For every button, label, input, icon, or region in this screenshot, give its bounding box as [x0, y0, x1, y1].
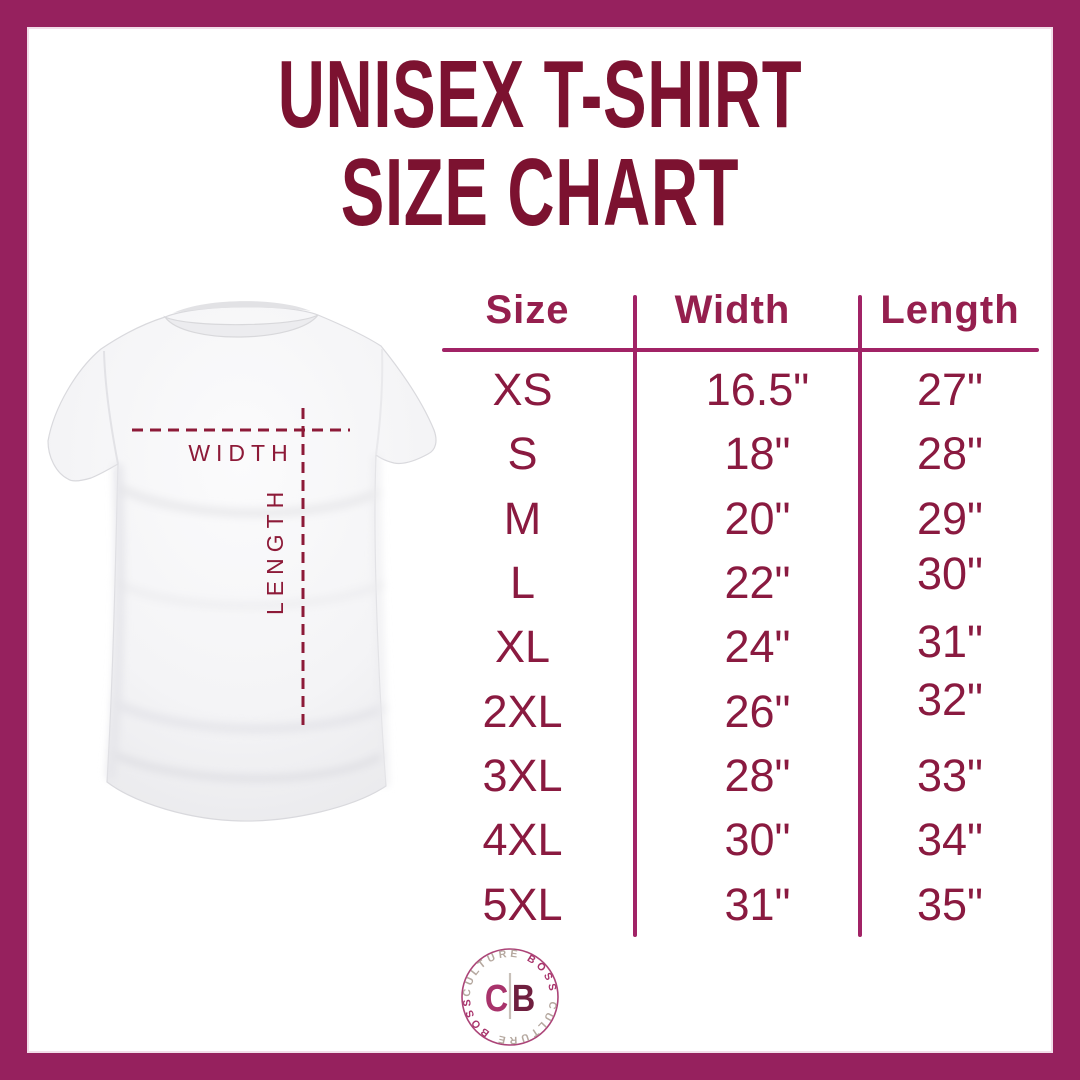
cell-size: 3XL: [482, 749, 563, 801]
cell-size: 2XL: [482, 685, 563, 737]
cell-length: 34": [916, 814, 984, 866]
cell-length: 28": [916, 428, 984, 480]
cell-width: 18": [724, 428, 791, 480]
table-row: L 22" 30": [442, 548, 1040, 615]
cell-size: 5XL: [482, 878, 563, 930]
page-title-line2: SIZE CHART: [340, 139, 740, 246]
cell-width: 24": [724, 621, 791, 673]
cell-length: 31": [916, 616, 984, 668]
monogram-divider: [508, 973, 512, 1019]
tshirt-shading: [106, 454, 389, 787]
table-header-rule: [442, 348, 1039, 352]
cell-width: 26": [724, 685, 791, 737]
table-divider-2: [858, 295, 862, 937]
cell-width: 16.5": [705, 364, 810, 416]
monogram-c: C: [485, 978, 508, 1020]
column-header-width: Width: [674, 287, 791, 332]
cell-size: L: [509, 557, 536, 609]
collar-inner-back: [173, 301, 311, 313]
column-header-size: Size: [485, 287, 570, 332]
cell-width: 30": [724, 814, 791, 866]
table-row: S 18" 28": [442, 422, 1040, 486]
size-table-rows: XS 16.5" 27" S 18" 28" M 20" 29" L 22" 3…: [442, 358, 1040, 937]
left-sleeve-seam: [103, 350, 119, 465]
page-title-line1: UNISEX T-SHIRT: [277, 41, 803, 148]
table-row: XL 24" 31": [442, 615, 1040, 679]
right-sleeve-seam: [375, 348, 384, 456]
cell-length: 33": [916, 749, 984, 801]
cell-length: 32": [916, 673, 984, 725]
monogram-b: B: [512, 978, 535, 1020]
table-row: 3XL 28" 33": [442, 744, 1040, 808]
cell-length: 35": [916, 878, 984, 930]
cell-size: M: [503, 492, 542, 544]
table-row: 4XL 30" 34": [442, 808, 1040, 872]
cell-size: XL: [494, 621, 551, 673]
width-label: WIDTH: [188, 440, 293, 466]
brand-logo: CULTURE BOSS CULTURE BOSS C B: [461, 948, 559, 1046]
collar-band: [163, 314, 319, 338]
cell-length: 29": [916, 492, 984, 544]
cell-size: S: [507, 428, 538, 480]
page-title: UNISEX T-SHIRT SIZE CHART: [173, 46, 907, 242]
cell-size: 4XL: [482, 814, 563, 866]
size-table-header: Size Width Length: [442, 284, 1040, 336]
table-row: M 20" 29": [442, 487, 1040, 551]
cell-width: 20": [724, 492, 791, 544]
cell-length: 27": [916, 364, 984, 416]
table-row: XS 16.5" 27": [442, 358, 1040, 422]
tshirt-diagram: WIDTH LENGTH: [47, 301, 437, 822]
cell-width: 28": [724, 749, 791, 801]
column-header-length: Length: [880, 287, 1020, 332]
table-row: 2XL 26" 32": [442, 674, 1040, 743]
cell-length: 30": [916, 548, 984, 600]
cell-size: XS: [492, 364, 553, 416]
table-row: 5XL 31" 35": [442, 872, 1040, 936]
length-label: LENGTH: [262, 486, 288, 615]
table-divider-1: [633, 295, 637, 937]
cell-width: 22": [724, 557, 791, 609]
cell-width: 31": [724, 878, 791, 930]
